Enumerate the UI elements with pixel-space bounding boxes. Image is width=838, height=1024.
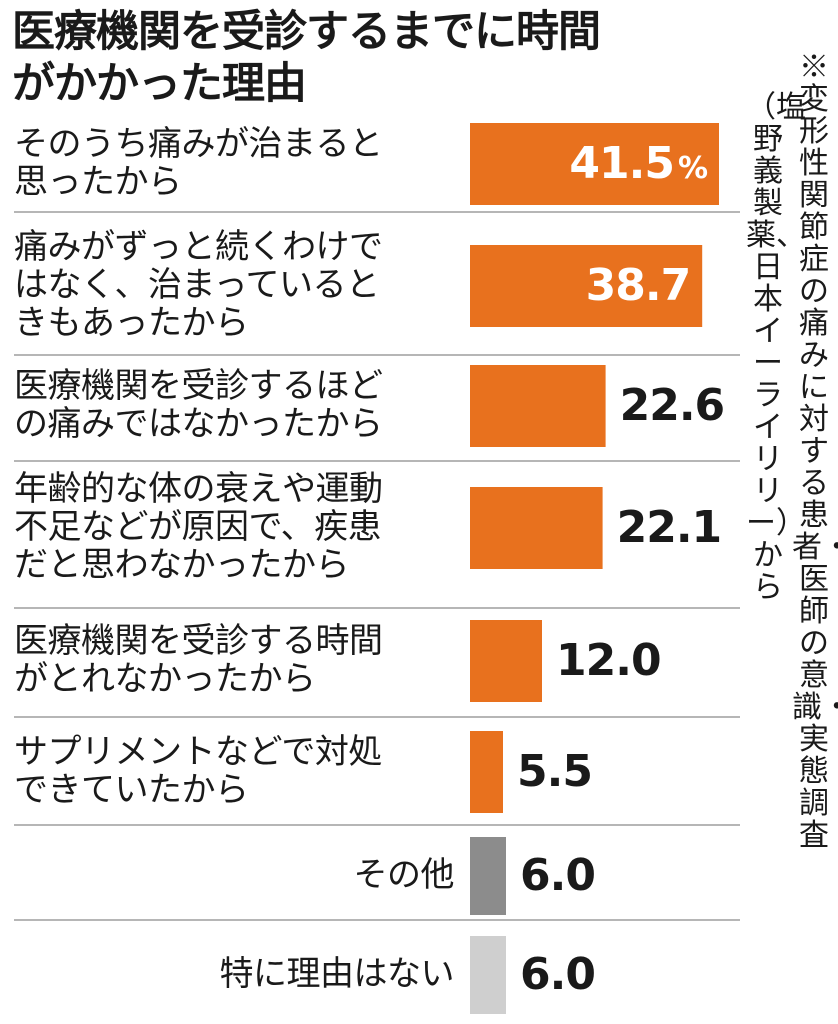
value-label-number: 6.0 (520, 949, 596, 1000)
value-label-number: 12.0 (556, 635, 662, 686)
category-label-line: だと思わなかったから (14, 545, 350, 585)
category-label-line: 医療機関を受診するほど (14, 366, 383, 406)
value-label-number: 5.5 (517, 746, 593, 797)
bar (470, 487, 603, 569)
category-label: 痛みがずっと続くわけで はなく、治まっていると きもあったから (14, 228, 454, 342)
category-label-line: サプリメントなどで対処 (14, 732, 382, 772)
category-label: その他 (14, 855, 455, 895)
chart-title: 医療機関を受診するまでに時間 がかかった理由 (12, 6, 752, 110)
bar (470, 936, 506, 1014)
value-label: 5.5 (517, 746, 593, 797)
category-label-line: きもあったから (14, 303, 249, 343)
category-label: 医療機関を受診するほど の痛みではなかったから (14, 367, 454, 443)
category-label: 特に理由はない (14, 954, 455, 994)
value-label: 6.0 (520, 850, 596, 901)
value-label: 12.0 (556, 635, 662, 686)
category-label-line: 医療機関を受診する時間 (14, 621, 383, 661)
value-label: 38.7 (470, 260, 692, 311)
category-label-line: がとれなかったから (14, 659, 316, 699)
value-label: 6.0 (520, 949, 596, 1000)
bar (470, 837, 506, 915)
source-note-text-1: ※変形性関節症の痛みに対する患者・医師の意識・実態調査 (792, 50, 838, 853)
bar (470, 245, 703, 327)
category-label: 年齢的な体の衰えや運動 不足などが原因で、疾患 だと思わなかったから (14, 470, 454, 584)
bar (470, 731, 503, 813)
bar (470, 123, 719, 205)
category-label-line: 痛みがずっと続くわけで (14, 227, 383, 267)
value-label-number: 6.0 (520, 850, 596, 901)
bar-chart (14, 123, 740, 1014)
category-label-line: の痛みではなかったから (14, 404, 383, 444)
category-label: サプリメントなどで対処 できていたから (14, 733, 454, 809)
value-label: 22.1 (616, 502, 723, 553)
category-label: 医療機関を受診する時間 がとれなかったから (14, 622, 454, 698)
value-label: 41.5% (470, 138, 708, 194)
value-label-number: 22.6 (619, 380, 726, 431)
value-label: 22.6 (619, 380, 726, 431)
unit-label: % (677, 151, 708, 186)
category-label-line: 思ったから (14, 162, 182, 202)
category-label-line: はなく、治まっていると (14, 265, 380, 305)
source-note-column-1: ※変形性関節症の痛みに対する患者・医師の意識・実態調査 (792, 50, 838, 853)
category-label: そのうち痛みが治まると 思ったから (14, 125, 454, 201)
category-label-line: その他 (353, 855, 455, 895)
value-label-number: 22.1 (616, 502, 723, 553)
value-label-number: 41.5 (569, 138, 675, 189)
category-label-line: 不足などが原因で、疾患 (14, 507, 382, 547)
source-note-column-2: （塩野義製薬、日本イーライリリー）から (746, 90, 806, 605)
bar (470, 365, 606, 447)
category-label-line: そのうち痛みが治まると (14, 124, 383, 164)
title-line-1: 医療機関を受診するまでに時間 (12, 7, 601, 57)
value-label-number: 38.7 (585, 260, 692, 311)
category-label-line: できていたから (14, 770, 249, 810)
title-line-2: がかかった理由 (12, 59, 307, 109)
category-label-line: 特に理由はない (219, 954, 455, 994)
category-label-line: 年齢的な体の衰えや運動 (14, 469, 383, 509)
bar (470, 620, 542, 702)
source-note-text-2: （塩野義製薬、日本イーライリリー）から (746, 90, 806, 605)
